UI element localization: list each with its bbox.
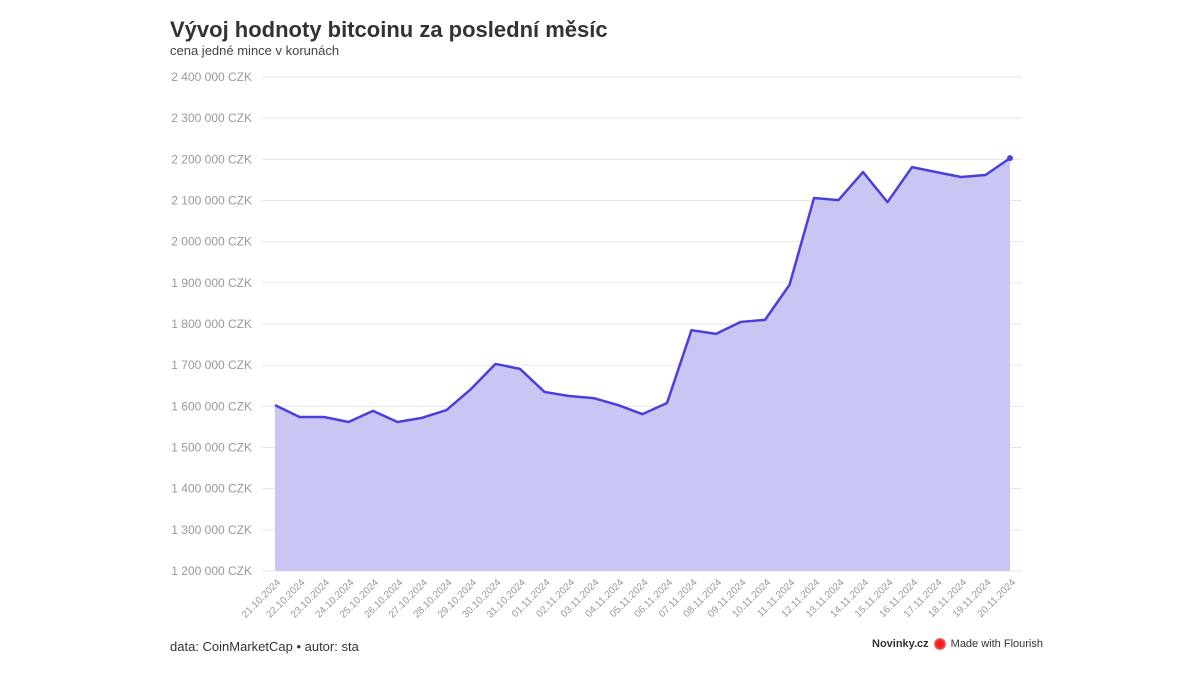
brand-footer[interactable]: Novinky.cz Made with Flourish: [872, 638, 1043, 650]
y-tick-label: 2 300 000 CZK: [171, 111, 252, 125]
data-point: [1007, 155, 1013, 162]
chart-subtitle: cena jedné mince v korunách: [170, 43, 340, 58]
y-tick-label: 2 200 000 CZK: [171, 152, 252, 166]
flourish-icon: [933, 638, 946, 650]
y-tick-label: 1 900 000 CZK: [171, 276, 252, 290]
y-tick-label: 1 200 000 CZK: [171, 564, 252, 578]
y-tick-label: 1 500 000 CZK: [171, 441, 252, 455]
y-tick-label: 1 300 000 CZK: [171, 523, 252, 537]
chart-title: Vývoj hodnoty bitcoinu za poslední měsíc: [170, 17, 608, 42]
y-tick-label: 1 700 000 CZK: [171, 358, 252, 372]
area-fill: [275, 158, 1010, 571]
made-with-flourish[interactable]: Made with Flourish: [950, 638, 1043, 650]
y-tick-label: 1 600 000 CZK: [171, 399, 252, 413]
y-tick-label: 2 400 000 CZK: [171, 70, 252, 84]
y-tick-label: 2 000 000 CZK: [171, 235, 252, 249]
novinky-logo[interactable]: Novinky.cz: [872, 638, 929, 650]
source-credit: data: CoinMarketCap • autor: sta: [170, 639, 359, 654]
y-tick-label: 2 100 000 CZK: [171, 194, 252, 208]
y-tick-label: 1 800 000 CZK: [171, 317, 252, 331]
y-tick-label: 1 400 000 CZK: [171, 482, 252, 496]
